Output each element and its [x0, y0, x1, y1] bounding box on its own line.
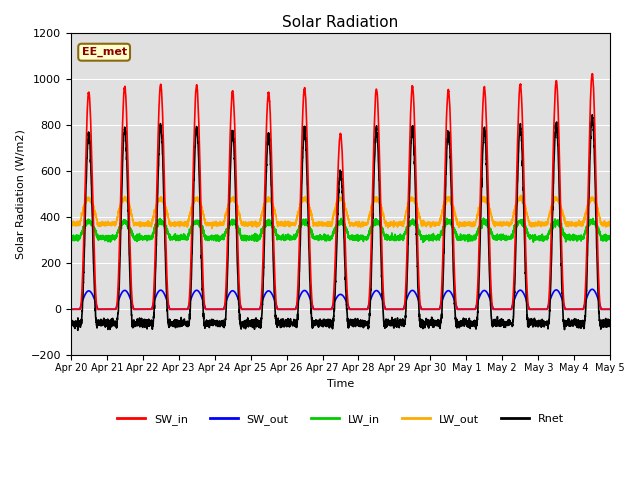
SW_in [164, 291, 172, 297]
Rnet [164, 318, 172, 324]
LW_in [321, 236, 328, 241]
LW_out [67, 219, 75, 225]
SW_out [67, 306, 75, 312]
LW_in [492, 237, 500, 243]
LW_out [517, 192, 525, 198]
SW_in [492, 306, 500, 312]
Rnet [606, 320, 614, 325]
Rnet [492, 320, 500, 325]
Rnet [74, 327, 82, 333]
SW_out [605, 306, 613, 312]
Rnet [321, 316, 328, 322]
SW_in [605, 306, 613, 312]
SW_in [606, 306, 614, 312]
LW_out [606, 222, 614, 228]
LW_in [419, 240, 427, 245]
LW_out [321, 220, 328, 226]
Rnet [461, 320, 469, 325]
LW_out [431, 221, 439, 227]
Y-axis label: Solar Radiation (W/m2): Solar Radiation (W/m2) [15, 129, 25, 259]
LW_out [492, 219, 500, 225]
SW_in [321, 306, 328, 312]
X-axis label: Time: Time [327, 379, 354, 389]
SW_in [461, 306, 469, 312]
LW_in [164, 228, 172, 234]
Rnet [431, 320, 439, 326]
Rnet [588, 112, 596, 118]
Line: Rnet: Rnet [71, 115, 610, 330]
Title: Solar Radiation: Solar Radiation [282, 15, 399, 30]
Legend: SW_in, SW_out, LW_in, LW_out, Rnet: SW_in, SW_out, LW_in, LW_out, Rnet [113, 409, 568, 429]
LW_in [479, 215, 487, 221]
SW_out [164, 300, 172, 306]
SW_out [606, 306, 614, 312]
SW_in [67, 306, 75, 312]
Line: LW_in: LW_in [71, 218, 610, 242]
Text: EE_met: EE_met [81, 47, 127, 57]
Line: LW_out: LW_out [71, 195, 610, 228]
LW_in [67, 235, 75, 240]
LW_in [606, 237, 614, 242]
SW_out [492, 306, 500, 312]
SW_out [461, 306, 469, 312]
Line: SW_in: SW_in [71, 74, 610, 309]
LW_in [461, 235, 469, 241]
SW_out [431, 306, 439, 312]
Rnet [606, 321, 614, 327]
SW_in [588, 71, 596, 77]
Rnet [67, 322, 75, 327]
LW_in [606, 236, 614, 241]
LW_out [461, 223, 469, 228]
SW_in [431, 306, 439, 312]
LW_out [164, 211, 172, 216]
LW_out [606, 223, 614, 228]
LW_in [431, 234, 439, 240]
SW_out [321, 306, 328, 312]
LW_out [208, 226, 216, 231]
Line: SW_out: SW_out [71, 289, 610, 309]
SW_out [588, 287, 596, 292]
